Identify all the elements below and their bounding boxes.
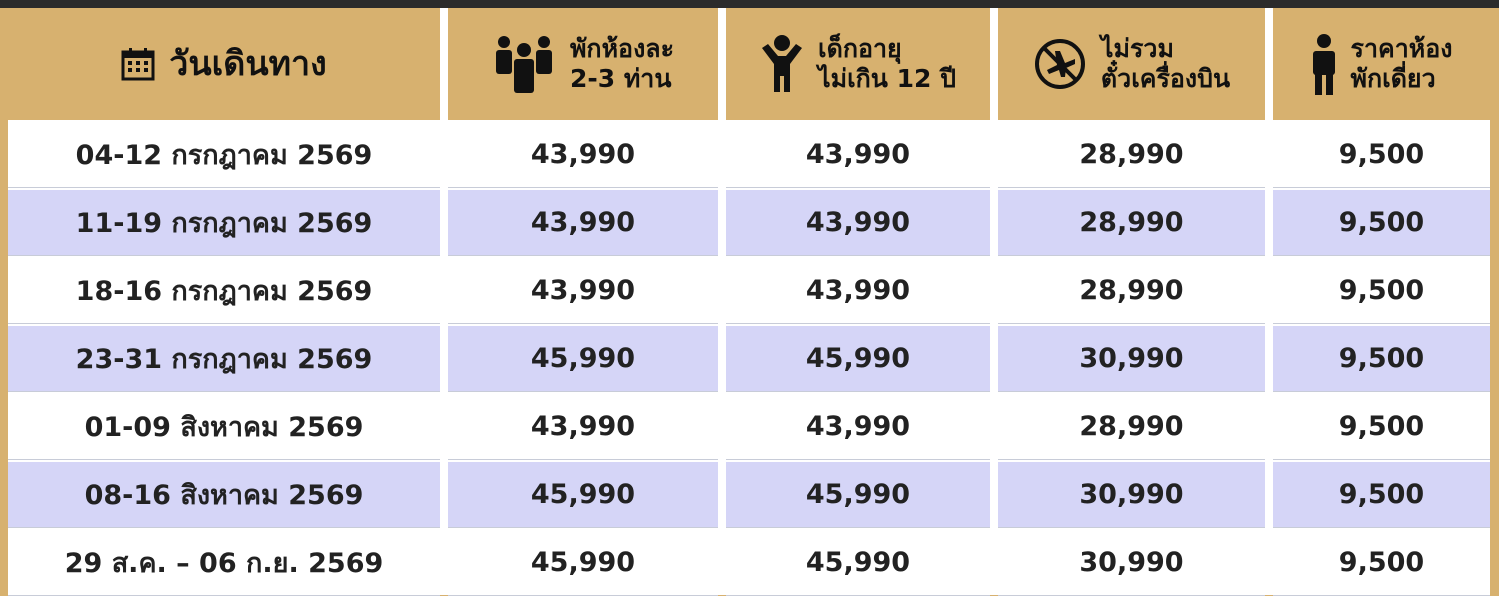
table-cell: 45,990 xyxy=(726,530,990,596)
top-bar xyxy=(0,0,1499,8)
header-line: พักเดี่ยว xyxy=(1350,64,1436,93)
table-cell: 9,500 xyxy=(1273,190,1490,256)
table-cell: 9,500 xyxy=(1273,530,1490,596)
header-line: ไม่เกิน 12 ปี xyxy=(818,64,956,93)
table-cell: 30,990 xyxy=(998,462,1265,528)
header-line: พักห้องละ xyxy=(569,34,675,63)
table-cell: 43,990 xyxy=(726,394,990,460)
table-cell: 43,990 xyxy=(448,394,718,460)
table-cell: 43,990 xyxy=(448,190,718,256)
header-icon xyxy=(762,35,803,92)
header-line: วันเดินทาง xyxy=(169,44,327,84)
header-line: ไม่รวม xyxy=(1100,34,1174,63)
table-cell: 30,990 xyxy=(998,530,1265,596)
table-cell: 28,990 xyxy=(998,190,1265,256)
price-table: วันเดินทาง พักห้องละ 2-3 ท่าน เด็กอายุ ไม่เก… xyxy=(8,8,1490,596)
header-icon xyxy=(1312,34,1335,95)
table-cell: 29 ส.ค. – 06 ก.ย. 2569 xyxy=(8,530,440,596)
table-cell: 43,990 xyxy=(726,122,990,188)
table-cell: 11-19 กรกฎาคม 2569 xyxy=(8,190,440,256)
header-text: ราคาห้อง พักเดี่ยว xyxy=(1351,34,1453,94)
table-cell: 30,990 xyxy=(998,326,1265,392)
table-cell: 23-31 กรกฎาคม 2569 xyxy=(8,326,440,392)
table-cell: 28,990 xyxy=(998,122,1265,188)
header-cell: ไม่รวม ตั๋วเครื่องบิน xyxy=(998,8,1265,120)
header-text: พักห้องละ 2-3 ท่าน xyxy=(570,34,674,94)
header-text: วันเดินทาง xyxy=(169,44,327,84)
table-cell: 9,500 xyxy=(1273,462,1490,528)
table-cell: 9,500 xyxy=(1273,258,1490,324)
header-line: ราคาห้อง xyxy=(1350,34,1453,63)
table-cell: 43,990 xyxy=(448,258,718,324)
header-cell: พักห้องละ 2-3 ท่าน xyxy=(448,8,718,120)
table-cell: 9,500 xyxy=(1273,326,1490,392)
header-text: ไม่รวม ตั๋วเครื่องบิน xyxy=(1101,34,1230,94)
header-text: เด็กอายุ ไม่เกิน 12 ปี xyxy=(818,34,956,94)
table-cell: 9,500 xyxy=(1273,122,1490,188)
table-cell: 9,500 xyxy=(1273,394,1490,460)
table-cell: 28,990 xyxy=(998,258,1265,324)
header-line: เด็กอายุ xyxy=(818,34,902,63)
table-cell: 01-09 สิงหาคม 2569 xyxy=(8,394,440,460)
header-line: ตั๋วเครื่องบิน xyxy=(1100,64,1231,93)
header-cell: เด็กอายุ ไม่เกิน 12 ปี xyxy=(726,8,990,120)
table-cell: 08-16 สิงหาคม 2569 xyxy=(8,462,440,528)
table-cell: 43,990 xyxy=(448,122,718,188)
table-cell: 45,990 xyxy=(726,462,990,528)
table-cell: 28,990 xyxy=(998,394,1265,460)
table-cell: 45,990 xyxy=(448,326,718,392)
table-cell: 45,990 xyxy=(448,530,718,596)
header-cell: วันเดินทาง xyxy=(8,8,440,120)
table-cell: 45,990 xyxy=(448,462,718,528)
header-line: 2-3 ท่าน xyxy=(569,64,672,93)
table-cell: 43,990 xyxy=(726,258,990,324)
header-cell: ราคาห้อง พักเดี่ยว xyxy=(1273,8,1490,120)
header-icon xyxy=(1034,39,1085,89)
table-cell: 04-12 กรกฎาคม 2569 xyxy=(8,122,440,188)
table-cell: 45,990 xyxy=(726,326,990,392)
header-icon xyxy=(495,36,552,93)
header-icon xyxy=(121,48,155,81)
table-cell: 43,990 xyxy=(726,190,990,256)
table-cell: 18-16 กรกฎาคม 2569 xyxy=(8,258,440,324)
